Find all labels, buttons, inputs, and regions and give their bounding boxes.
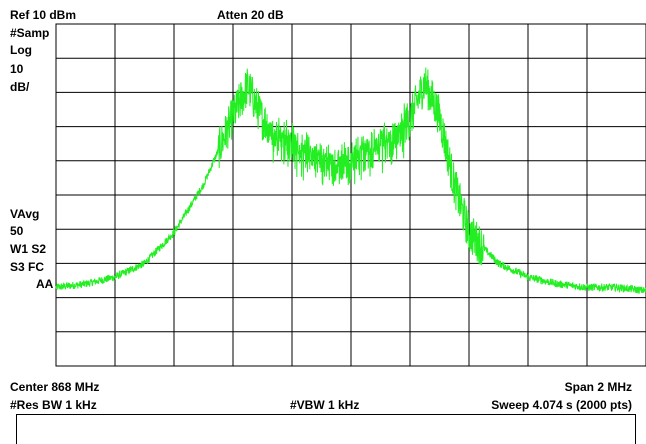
scale-value-label: 10 — [10, 62, 23, 76]
span-label: Span 2 MHz — [565, 380, 632, 394]
sweep-label: Sweep 4.074 s (2000 pts) — [491, 398, 632, 412]
scale-type-label: Log — [10, 43, 32, 57]
coupling-label: AA — [36, 277, 53, 291]
graticule-grid — [56, 24, 646, 366]
vbw-label: #VBW 1 kHz — [290, 398, 359, 412]
ref-level-label: Ref 10 dBm — [10, 8, 76, 22]
rbw-label: #Res BW 1 kHz — [10, 398, 97, 412]
detector-label: #Samp — [10, 26, 49, 40]
scale-unit-label: dB/ — [10, 80, 29, 94]
attenuation-label: Atten 20 dB — [217, 8, 284, 22]
spectrum-plot — [0, 0, 646, 434]
avg-label: VAvg — [10, 207, 39, 221]
center-freq-label: Center 868 MHz — [10, 380, 99, 394]
trace-mode-1-label: W1 S2 — [10, 242, 46, 256]
trace-mode-2-label: S3 FC — [10, 260, 44, 274]
message-box — [16, 414, 636, 444]
avg-count-label: 50 — [10, 224, 23, 238]
